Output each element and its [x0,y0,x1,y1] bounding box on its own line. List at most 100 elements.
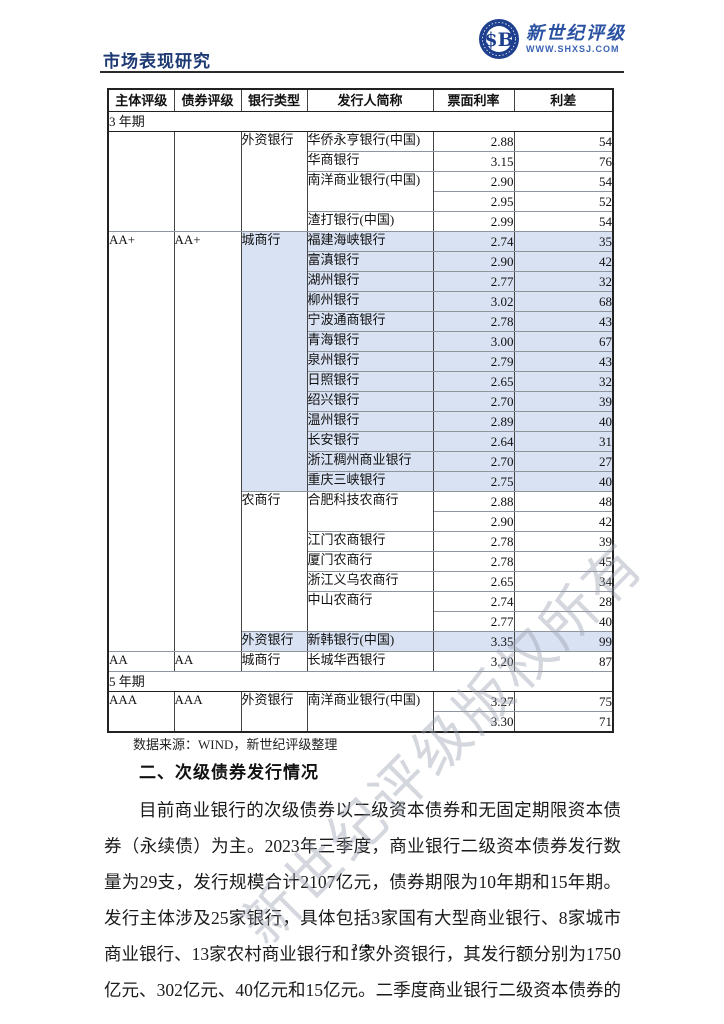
table-cell: 2.90 [432,511,515,532]
table-cell: 长城华西银行 [306,651,434,672]
company-logo: $B 新世纪评级 WWW.SHXSJ.COM [478,18,626,60]
body-paragraph: 目前商业银行的次级债券以二级资本债券和无固定期限资本债券（永续债）为主。2023… [104,800,621,1000]
doc-type-title: 市场表现研究 [103,52,211,71]
table-row: 柳州银行 3.02 68 [108,291,614,312]
table-cell: 外资银行 [240,691,308,733]
table-cell: AA+ [107,231,175,652]
table-row: 青海银行 3.00 67 [108,331,614,352]
table-cell: 2.90 [432,251,515,272]
logo-company-name: 新世纪评级 [526,22,626,44]
table-cell: 42 [513,511,614,532]
section-row: 5 年期 [107,671,614,692]
logo-emblem-icon: $B [479,19,519,59]
table-row: 3.30 71 [108,711,614,733]
table-cell: 2.74 [432,591,515,612]
table-row: AA AA 城商行 长城华西银行 3.20 87 [107,651,614,672]
table-cell: 2.77 [432,271,515,292]
table-row: 江门农商银行 2.78 39 [108,531,614,552]
table-cell: 3.00 [432,331,515,352]
table-cell: 外资银行 [240,131,308,232]
table-cell: 67 [513,331,614,352]
section-row: 3 年期 [107,111,614,132]
table-row: 南洋商业银行(中国) 2.90 54 [108,171,614,212]
table-row: 泉州银行 2.79 43 [108,351,614,372]
table-cell: 27 [513,451,614,472]
table-cell: 新韩银行(中国) [306,631,434,652]
bond-table-container: 主体评级 债券评级 银行类型 发行人简称 票面利率 利差 3 年期 外资银行 华侨永亨银行(中… [107,88,614,733]
table-header-cell: 银行类型 [240,88,308,112]
table-cell: 52 [513,191,614,212]
table-cell: 2.90 [432,171,515,192]
table-cell: 湖州银行 [306,271,434,292]
table-cell: 31 [513,431,614,452]
table-cell: 87 [513,651,614,672]
table-cell: 2.89 [432,411,515,432]
table-cell: 南洋商业银行(中国) [306,171,434,212]
table-row: 中山农商行 2.74 28 [108,591,614,632]
table-cell: 宁波通商银行 [306,311,434,332]
table-row: AA+ AA+ 城商行 福建海峡银行 2.74 35 [107,231,614,652]
table-cell: 厦门农商行 [306,551,434,572]
section-heading: 二、次级债券发行情况 [139,763,319,782]
table-cell [107,131,175,232]
table-cell: 城商行 [240,651,308,672]
table-cell: 48 [513,491,614,512]
table-row: 长安银行 2.64 31 [108,431,614,452]
table-cell: 99 [513,631,614,652]
table-cell: 温州银行 [306,411,434,432]
table-cell: 45 [513,551,614,572]
table-cell: 39 [513,391,614,412]
table-cell: 日照银行 [306,371,434,392]
table-cell: 合肥科技农商行 [306,491,434,532]
table-cell: 农商行 [240,491,308,632]
table-header-row: 主体评级 债券评级 银行类型 发行人简称 票面利率 利差 [107,88,614,112]
table-cell: 城商行 [240,231,308,492]
table-row: 绍兴银行 2.70 39 [108,391,614,412]
table-cell: 35 [513,231,614,252]
table-cell: 江门农商银行 [306,531,434,552]
table-cell: 71 [513,711,614,733]
table-cell: 54 [513,211,614,232]
table-cell: 2.64 [432,431,515,452]
table-header-cell: 主体评级 [107,88,175,112]
table-cell: 浙江义乌农商行 [306,571,434,592]
table-cell: 南洋商业银行(中国) [306,691,434,733]
svg-text:$B: $B [484,29,513,51]
table-cell: 68 [513,291,614,312]
table-cell: 外资银行 [240,631,308,652]
table-cell: 2.70 [432,451,515,472]
table-row: 2.77 40 [108,611,614,632]
table-cell: 中山农商行 [306,591,434,632]
table-cell: 40 [513,611,614,632]
logo-website-url: WWW.SHXSJ.COM [526,43,620,54]
table-cell: AA+ [173,231,242,652]
table-cell: 泉州银行 [306,351,434,372]
table-row: 富滇银行 2.90 42 [108,251,614,272]
table-cell: 富滇银行 [306,251,434,272]
table-cell: 2.65 [432,371,515,392]
table-cell: 绍兴银行 [306,391,434,412]
table-cell: 39 [513,531,614,552]
table-cell: 2.78 [432,551,515,572]
table-cell: 32 [513,271,614,292]
table-cell: 34 [513,571,614,592]
table-cell: 2.70 [432,391,515,412]
table-cell: 2.95 [432,191,515,212]
table-cell: 54 [513,171,614,192]
table-cell: 2.75 [432,471,515,492]
table-row: 浙江义乌农商行 2.65 34 [108,571,614,592]
table-cell: AAA [107,691,175,733]
table-cell: 柳州银行 [306,291,434,312]
table-cell: 3.15 [432,151,515,172]
table-cell: 华商银行 [306,151,434,172]
table-header-cell: 债券评级 [173,88,242,112]
header-divider [100,71,624,73]
table-cell: 渣打银行(中国) [306,211,434,232]
table-cell: 2.77 [432,611,515,632]
table-cell: 青海银行 [306,331,434,352]
section-label-cell: 3 年期 [107,111,614,132]
table-cell: 76 [513,151,614,172]
section-label-cell: 5 年期 [107,671,614,692]
table-cell: 40 [513,411,614,432]
table-row: 外资银行 华侨永亨银行(中国) 2.88 54 [107,131,614,232]
